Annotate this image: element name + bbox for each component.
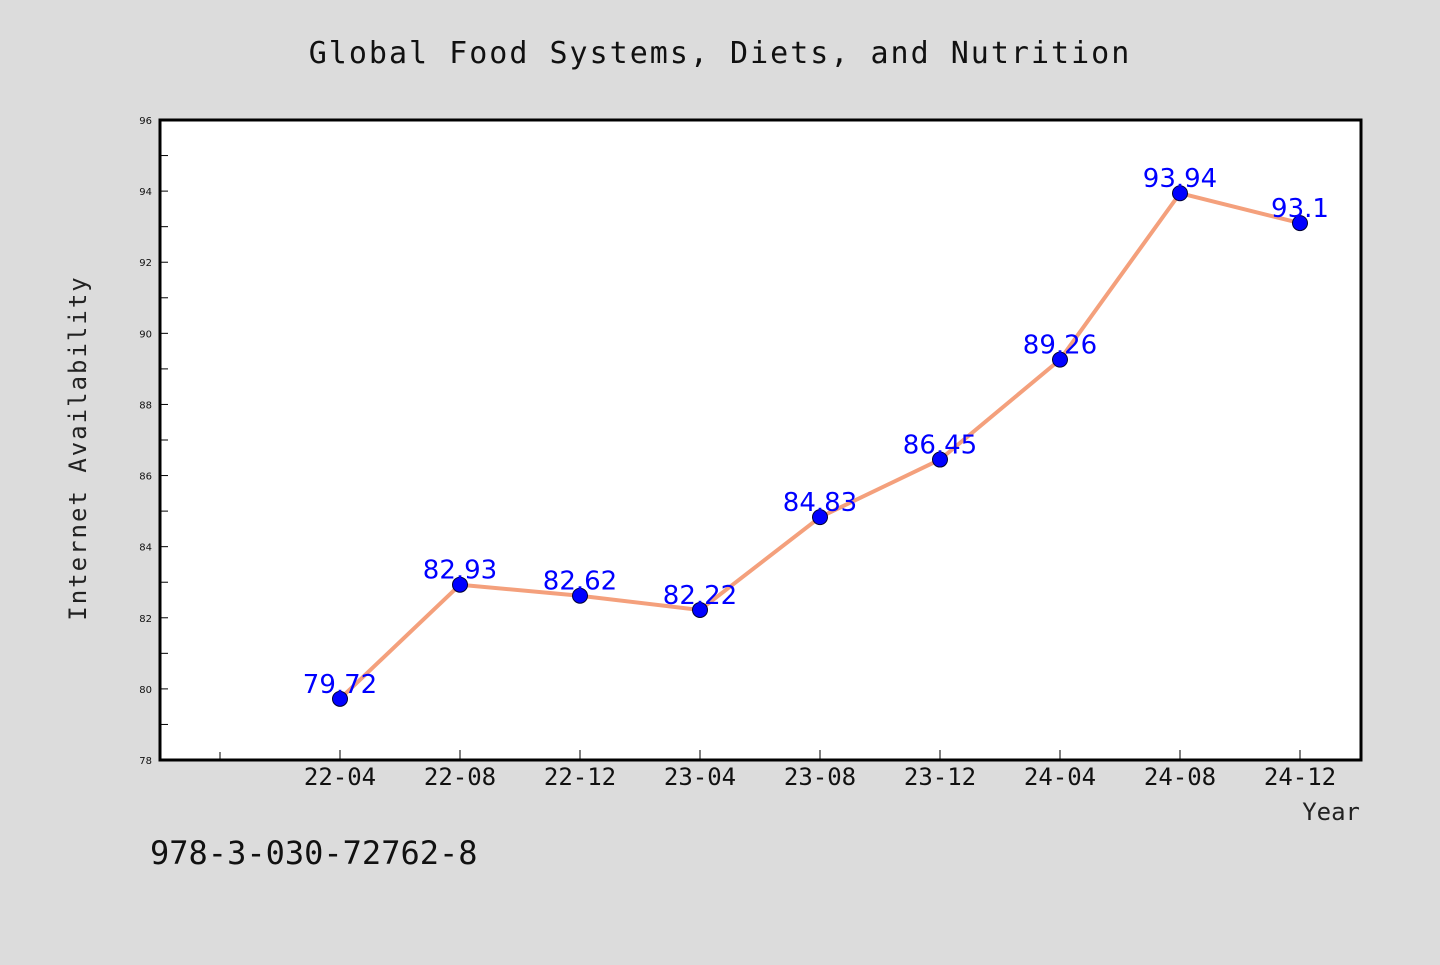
- x-tick-label: 24-08: [1144, 763, 1216, 791]
- data-point: [572, 587, 588, 604]
- data-point: [1292, 215, 1308, 232]
- data-point: [932, 451, 948, 468]
- y-tick-label: 86: [139, 472, 152, 483]
- data-point: [332, 690, 348, 707]
- x-tick-label: 24-04: [1024, 763, 1096, 791]
- x-axis: 22-04 22-08 22-12 23-04 23-08 23-12 24-04 24-08…: [219, 750, 1336, 791]
- data-label: 82.93: [423, 556, 497, 586]
- data-label: 86.45: [903, 431, 977, 461]
- data-point: [812, 509, 828, 526]
- data-label: 82.22: [663, 581, 737, 611]
- markers-group: [332, 185, 1308, 707]
- y-axis-label: Internet Availability: [64, 275, 92, 620]
- data-label: 84.83: [783, 488, 857, 518]
- chart-title: Global Food Systems, Diets, and Nutritio…: [309, 36, 1132, 71]
- data-label: 93.1: [1271, 194, 1329, 224]
- x-axis-label: Year: [1302, 798, 1360, 826]
- data-label: 79.72: [303, 670, 377, 700]
- data-point: [692, 601, 708, 618]
- y-axis: 78 80 82 84 86 88 90 92 94 96: [139, 116, 168, 767]
- y-tick-label: 88: [139, 400, 152, 411]
- data-point: [452, 576, 468, 593]
- y-tick-label: 90: [139, 329, 152, 340]
- x-tick-label: 22-12: [544, 763, 616, 791]
- x-tick-label: 23-04: [664, 763, 736, 791]
- data-label: 93.94: [1143, 164, 1217, 194]
- x-tick-label: 24-12: [1264, 763, 1336, 791]
- data-point: [1172, 185, 1188, 202]
- x-tick-label: 22-08: [424, 763, 496, 791]
- plot-area: [160, 120, 1361, 760]
- y-tick-label: 92: [139, 258, 152, 269]
- data-labels-group: 79.72 82.93 82.62 82.22 84.83 86.45 89.26 93.94…: [303, 164, 1329, 700]
- y-tick-label: 94: [139, 187, 152, 198]
- y-tick-label: 82: [139, 614, 152, 625]
- y-tick-label: 84: [139, 543, 152, 554]
- plot-frame: [158, 118, 1363, 762]
- y-tick-label: 96: [139, 116, 152, 127]
- y-tick-label: 80: [139, 685, 152, 696]
- data-label: 82.62: [543, 567, 617, 597]
- footnote-isbn: 978-3-030-72762-8: [150, 834, 478, 872]
- x-tick-label: 23-08: [784, 763, 856, 791]
- x-tick-label: 23-12: [904, 763, 976, 791]
- data-label: 89.26: [1023, 331, 1097, 361]
- x-tick-label: 22-04: [304, 763, 376, 791]
- y-tick-label: 78: [139, 756, 152, 767]
- data-point: [1052, 351, 1068, 368]
